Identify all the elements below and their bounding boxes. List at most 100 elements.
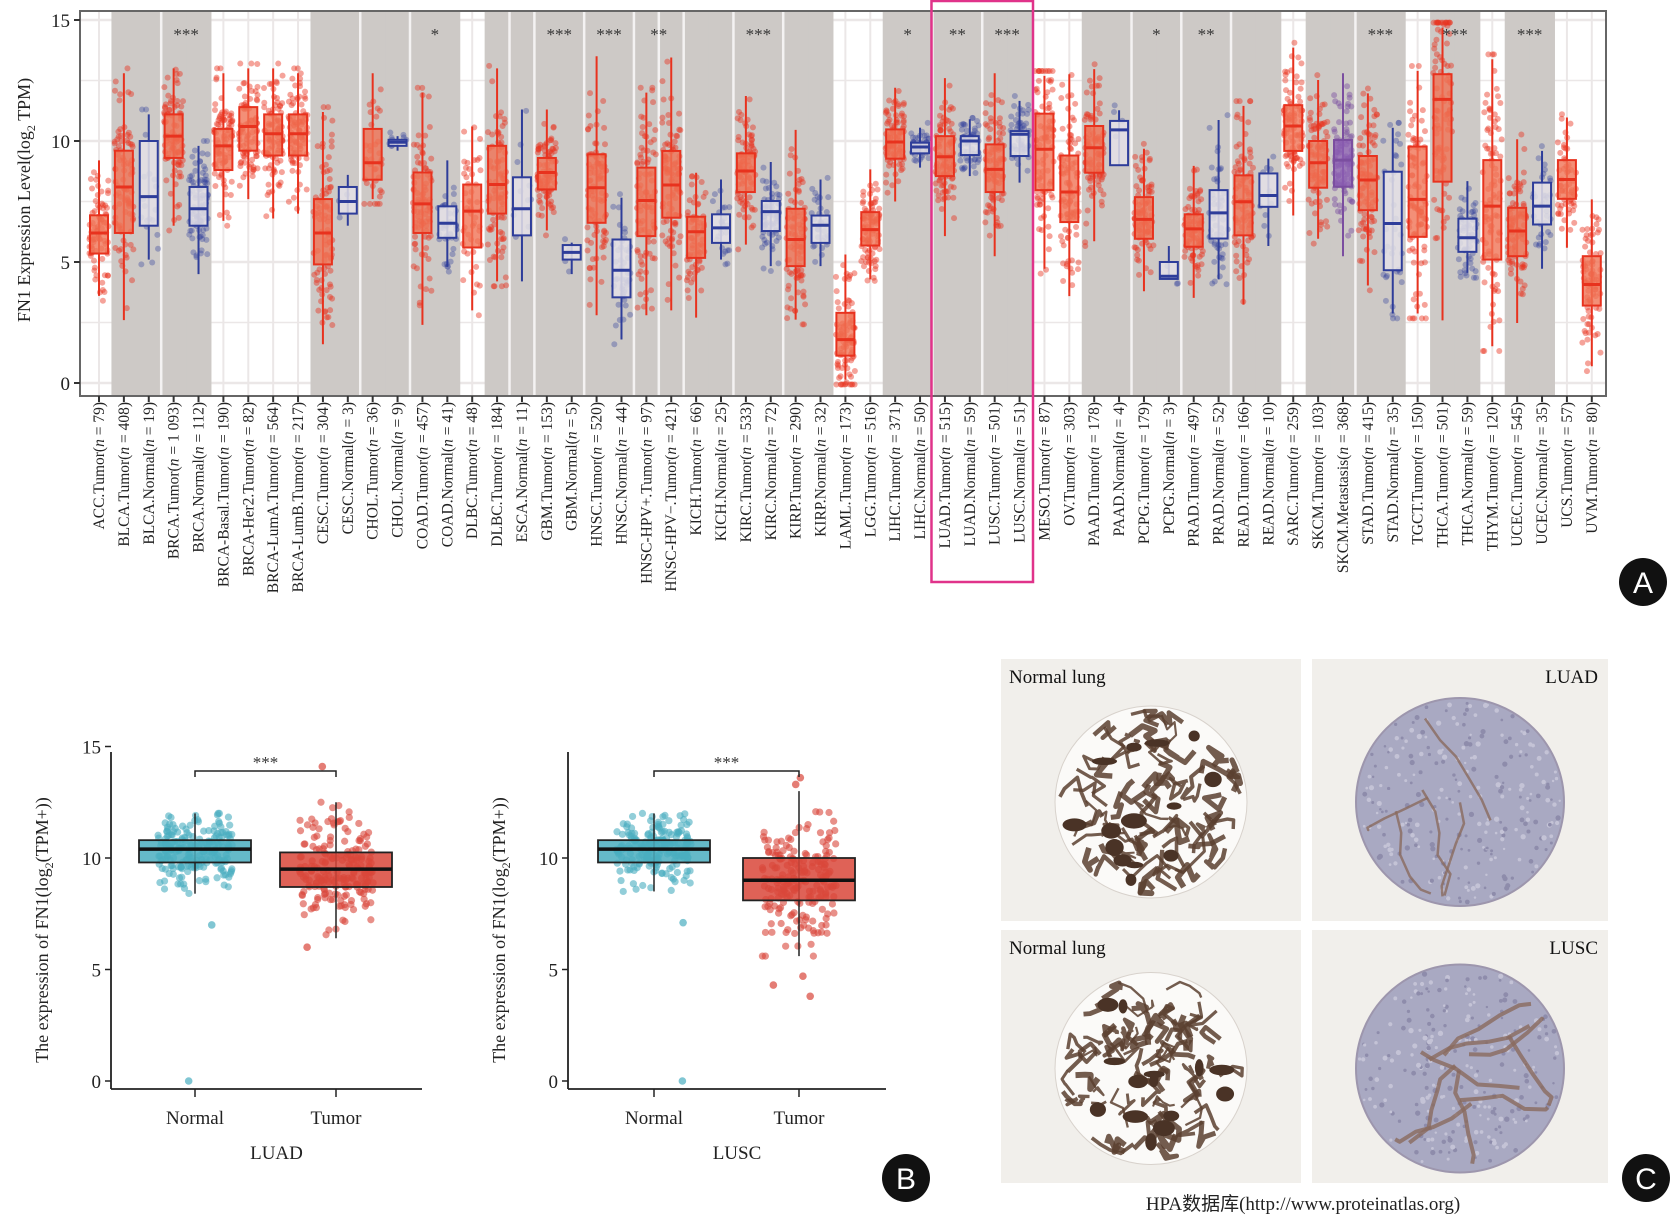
data-point	[101, 272, 108, 279]
data-point	[1323, 218, 1330, 225]
data-point	[811, 196, 818, 203]
data-point	[649, 255, 656, 262]
data-point	[188, 172, 195, 179]
data-point	[1331, 92, 1338, 99]
data-point	[763, 178, 770, 185]
data-point	[1495, 93, 1502, 100]
data-point	[848, 381, 855, 388]
data-point	[960, 120, 967, 127]
data-point	[937, 127, 944, 134]
data-point	[314, 143, 321, 150]
data-point	[1233, 268, 1240, 275]
data-point	[1393, 137, 1400, 144]
data-point	[547, 148, 554, 155]
data-point	[487, 224, 494, 231]
data-point	[241, 154, 248, 161]
data-point	[253, 153, 260, 160]
data-point	[473, 281, 480, 288]
data-point	[1579, 339, 1586, 346]
data-point	[501, 119, 508, 126]
data-point	[411, 241, 418, 248]
data-point	[249, 173, 256, 180]
data-point	[1182, 206, 1189, 213]
data-point	[177, 863, 185, 871]
data-point	[646, 121, 653, 128]
data-point	[933, 187, 940, 194]
data-point	[761, 236, 768, 243]
data-point	[200, 227, 207, 234]
data-point	[1096, 82, 1103, 89]
data-point	[1411, 315, 1418, 322]
data-point	[202, 875, 210, 883]
outlier-point	[207, 921, 216, 929]
data-point	[474, 156, 481, 163]
data-point	[215, 121, 222, 128]
data-point	[646, 250, 653, 257]
data-point	[414, 159, 421, 166]
data-point	[224, 222, 231, 229]
data-point	[786, 269, 793, 276]
outlier-point	[184, 1077, 193, 1085]
data-point	[347, 896, 356, 905]
data-point	[935, 197, 942, 204]
data-point	[1583, 368, 1590, 375]
data-point	[414, 84, 421, 91]
data-point	[289, 95, 296, 102]
data-point	[548, 205, 555, 212]
data-point	[264, 192, 271, 199]
significance-marker: **	[1198, 25, 1215, 44]
data-point	[885, 112, 892, 119]
data-point	[617, 191, 624, 198]
data-point	[637, 84, 644, 91]
data-point	[216, 212, 223, 219]
data-point	[112, 78, 119, 85]
data-point	[1247, 149, 1254, 156]
data-point	[637, 258, 644, 265]
data-point	[156, 878, 164, 887]
box-iqr	[1283, 104, 1304, 152]
data-point	[428, 287, 435, 294]
data-point	[1470, 274, 1477, 281]
data-point	[883, 179, 890, 186]
data-point	[498, 283, 505, 290]
data-point	[860, 192, 867, 199]
x-tick-label: THCA.Tumor(n = 501)	[1435, 402, 1452, 548]
data-point	[1224, 112, 1231, 119]
data-point	[1060, 242, 1067, 249]
data-point	[872, 199, 879, 206]
x-tick-label: TGCT.Tumor(n = 150)	[1410, 402, 1427, 545]
data-point	[687, 270, 694, 277]
data-point	[1498, 136, 1505, 143]
box-iqr	[138, 839, 252, 864]
data-point	[685, 268, 692, 275]
x-tick-label: HNSC-HPV−.Tumor(n = 421)	[663, 402, 680, 592]
data-point	[422, 132, 429, 139]
data-point	[1286, 180, 1293, 187]
data-point	[115, 133, 122, 140]
data-point	[228, 112, 235, 119]
data-point	[659, 119, 666, 126]
data-point	[211, 107, 218, 114]
data-point	[600, 97, 607, 104]
data-point	[1571, 203, 1578, 210]
data-point	[192, 160, 199, 167]
data-point	[1083, 89, 1090, 96]
data-point	[1075, 135, 1082, 142]
data-point	[195, 877, 203, 885]
significance-marker: ***	[596, 25, 622, 44]
data-point	[584, 224, 591, 231]
data-point	[1324, 223, 1331, 230]
data-point	[899, 161, 906, 168]
data-point	[1308, 127, 1315, 134]
data-point	[1410, 259, 1417, 266]
data-point	[173, 76, 180, 83]
data-point	[217, 65, 224, 72]
data-point	[213, 811, 222, 819]
data-point	[773, 183, 780, 190]
data-point	[1432, 64, 1439, 71]
data-point	[1293, 73, 1300, 80]
data-point	[638, 275, 645, 282]
data-point	[1535, 155, 1542, 162]
x-tick-label: READ.Normal(n = 10)	[1260, 402, 1277, 545]
data-point	[601, 141, 608, 148]
